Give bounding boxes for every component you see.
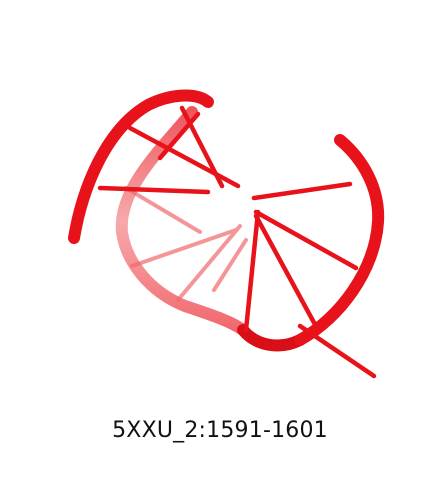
backbone-bottom-loop bbox=[237, 324, 306, 352]
base-stick bbox=[243, 209, 261, 333]
base-stick bbox=[130, 228, 238, 268]
base-stick bbox=[212, 238, 248, 292]
backbone-back-segment bbox=[115, 106, 249, 336]
base-stick bbox=[297, 323, 377, 379]
base-stick bbox=[253, 213, 321, 333]
base-stick bbox=[179, 105, 225, 189]
base-pairs-right bbox=[243, 181, 377, 379]
base-stick bbox=[176, 224, 242, 302]
structure-caption: 5XXU_2:1591-1601 bbox=[112, 418, 328, 443]
base-stick bbox=[127, 125, 241, 189]
backbone-right-strand bbox=[294, 134, 385, 346]
base-stick bbox=[124, 186, 202, 234]
base-stick bbox=[157, 111, 201, 161]
rna-structure-render bbox=[68, 89, 385, 379]
base-pairs-back bbox=[124, 186, 248, 302]
base-pairs-left bbox=[97, 105, 241, 195]
backbone-left-strand bbox=[68, 89, 214, 244]
base-stick bbox=[251, 181, 353, 201]
base-stick bbox=[97, 185, 211, 195]
base-stick bbox=[253, 209, 359, 271]
